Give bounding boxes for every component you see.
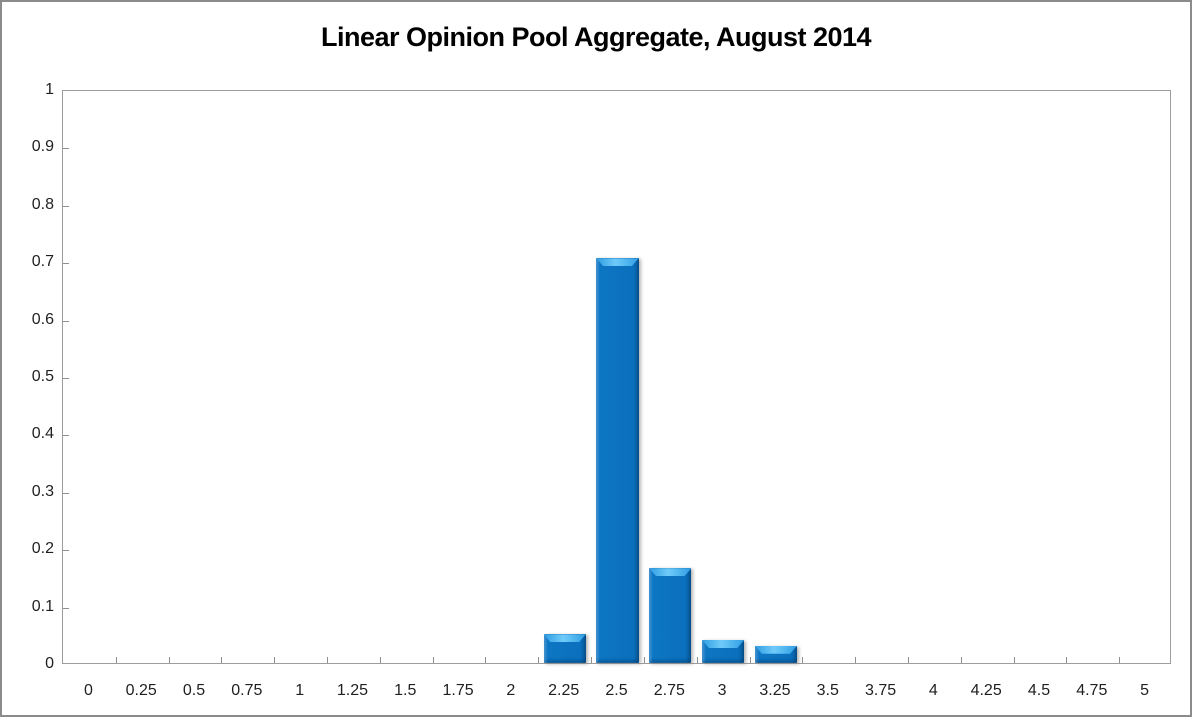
- y-axis-tick: [63, 378, 69, 379]
- x-axis-label: 4: [928, 682, 938, 699]
- x-axis-tick: [1066, 657, 1068, 663]
- x-axis-tick: [221, 657, 223, 663]
- y-axis-label: 0.3: [31, 482, 54, 500]
- y-axis-label: 0: [45, 655, 54, 672]
- x-axis-label: 1.25: [336, 682, 369, 699]
- bar-3.25: [754, 645, 798, 663]
- x-axis-label: 2.75: [653, 682, 685, 699]
- y-axis-tick: [63, 263, 69, 265]
- x-axis-tick: [168, 657, 170, 663]
- y-axis-label: 0.2: [31, 540, 54, 558]
- y-axis-tick: [63, 148, 69, 150]
- chart-title: Linear Opinion Pool Aggregate, August 20…: [320, 22, 872, 52]
- x-axis-label: 0.25: [125, 682, 157, 699]
- x-axis-label: 3.5: [816, 682, 839, 699]
- x-axis-tick: [907, 657, 909, 663]
- x-axis-tick: [538, 657, 540, 663]
- x-axis-tick: [327, 657, 329, 663]
- x-axis-label: 2: [506, 682, 516, 699]
- y-axis-label: 0.1: [31, 597, 54, 615]
- x-axis-label: 4.5: [1027, 682, 1051, 699]
- x-axis-tick: [115, 657, 117, 663]
- x-axis-tick: [485, 657, 487, 663]
- x-axis-label: 4.25: [970, 682, 1002, 699]
- y-axis-tick: [63, 435, 69, 437]
- y-axis-tick: [63, 205, 69, 207]
- bar-3: [701, 640, 745, 663]
- y-axis-label: 0.6: [31, 310, 54, 328]
- x-axis-tick: [749, 657, 751, 663]
- x-axis-tick: [855, 657, 857, 663]
- x-axis-tick: [1013, 657, 1015, 663]
- x-axis-tick: [379, 657, 381, 663]
- x-axis-tick: [591, 657, 593, 663]
- y-axis-tick: [63, 607, 69, 609]
- x-axis-label: 0.75: [231, 682, 263, 699]
- x-axis-label: 1.75: [442, 682, 474, 699]
- x-axis-label: 0.5: [182, 682, 206, 699]
- y-axis-label: 0.5: [31, 368, 54, 385]
- y-axis-label: 0.8: [31, 195, 54, 213]
- bar-2.25: [543, 634, 586, 663]
- x-axis-tick: [274, 657, 276, 663]
- x-axis-tick: [960, 657, 962, 663]
- y-axis-label: 0.7: [31, 253, 54, 271]
- y-axis-label: 0.9: [31, 138, 54, 156]
- x-axis-label: 3.25: [759, 682, 791, 699]
- bar-2.5: [596, 258, 639, 663]
- x-axis-label: 1: [295, 682, 305, 699]
- x-axis-tick: [1119, 657, 1121, 663]
- y-axis-tick: [63, 320, 69, 322]
- x-axis-tick: [432, 657, 434, 663]
- y-axis-label: 0.4: [31, 425, 54, 443]
- x-axis-label: 3: [717, 682, 727, 699]
- y-axis-tick: [63, 550, 69, 552]
- x-axis-label: 2.5: [605, 682, 628, 699]
- y-axis-label: 1: [45, 81, 54, 98]
- x-axis-label: 2.25: [548, 682, 580, 699]
- x-axis-label: 1.5: [394, 682, 417, 699]
- x-axis-label: 3.75: [864, 682, 897, 699]
- x-axis-tick: [802, 657, 804, 663]
- plot-area: [62, 90, 1171, 664]
- x-axis-label: 0: [83, 682, 93, 699]
- x-axis-label: 5: [1140, 682, 1150, 699]
- x-axis-tick: [696, 657, 698, 663]
- x-axis-label: 4.75: [1076, 682, 1108, 699]
- y-axis-tick: [63, 492, 69, 494]
- bar-2.75: [649, 568, 692, 663]
- x-axis-tick: [643, 657, 645, 663]
